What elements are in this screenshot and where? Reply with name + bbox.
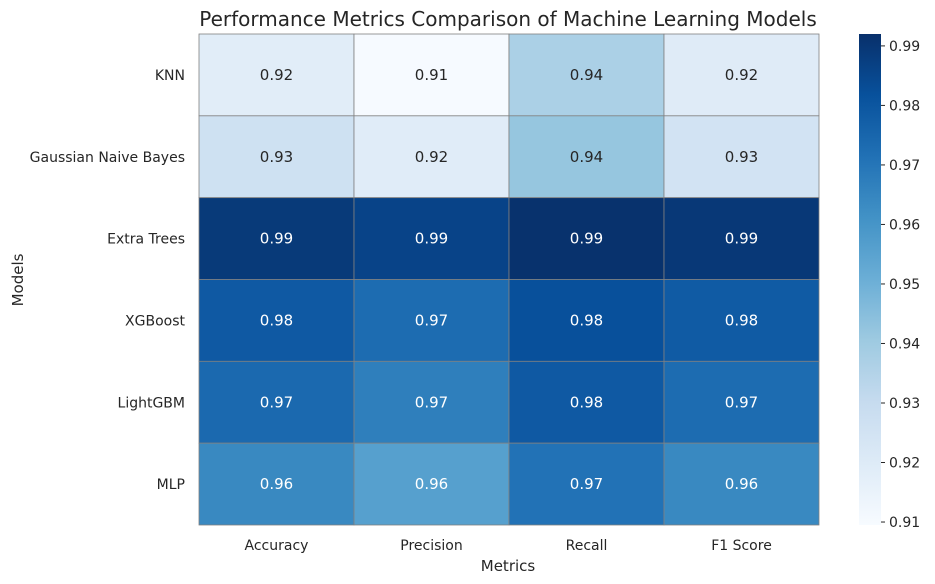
cell-value-label: 0.97 [725, 393, 758, 411]
y-tick-label: MLP [157, 477, 185, 493]
heatmap-cell [663, 33, 820, 117]
cell-value-label: 0.93 [725, 148, 758, 166]
cell-value-label: 0.99 [260, 230, 293, 248]
heatmap-cell [198, 33, 355, 117]
heatmap-cell [353, 33, 510, 117]
x-tick-label: Accuracy [245, 538, 309, 554]
cell-value-label: 0.97 [570, 475, 603, 493]
colorbar-tick-label: 0.91 [889, 515, 920, 531]
heatmap-cell [508, 360, 665, 444]
cell-value-label: 0.98 [260, 311, 293, 329]
cell-value-label: 0.98 [725, 311, 758, 329]
colorbar-tick-label: 0.93 [889, 396, 920, 412]
cell-value-label: 0.99 [725, 230, 758, 248]
heatmap-cell [353, 197, 510, 280]
y-axis-label: Models [9, 253, 27, 306]
cell-value-label: 0.97 [415, 393, 448, 411]
heatmap-cell [663, 115, 820, 199]
heatmap-cell [508, 33, 665, 117]
heatmap-cell [353, 279, 510, 362]
heatmap-cell [508, 442, 665, 526]
cell-value-label: 0.98 [570, 393, 603, 411]
y-tick-label: XGBoost [125, 313, 185, 329]
cell-value-label: 0.92 [725, 66, 758, 84]
heatmap-cell [353, 442, 510, 526]
colorbar-tick-label: 0.97 [889, 158, 920, 174]
colorbar [859, 34, 881, 525]
heatmap-cell [198, 115, 355, 199]
heatmap-cell [198, 279, 355, 362]
x-tick-label: Precision [400, 538, 462, 554]
y-tick-label: LightGBM [118, 395, 185, 411]
y-tick-label: Gaussian Naive Bayes [30, 150, 185, 166]
x-tick-label: Recall [566, 538, 608, 554]
heatmap-cell [353, 115, 510, 199]
cell-value-label: 0.94 [570, 148, 603, 166]
heatmap-cell [663, 279, 820, 362]
x-tick-labels: Accuracy Precision Recall F1 Score [245, 538, 772, 554]
cell-value-label: 0.96 [415, 475, 448, 493]
y-tick-label: Extra Trees [107, 232, 185, 248]
colorbar-tick-label: 0.99 [889, 39, 920, 55]
x-axis-label: Metrics [481, 557, 536, 575]
y-tick-label: KNN [155, 68, 185, 84]
cell-value-label: 0.96 [260, 475, 293, 493]
cell-value-label: 0.99 [415, 230, 448, 248]
cell-value-label: 0.92 [260, 66, 293, 84]
cell-value-label: 0.91 [415, 66, 448, 84]
colorbar-tick-label: 0.96 [889, 217, 920, 233]
x-tick-label: F1 Score [711, 538, 772, 554]
heatmap-cell [198, 442, 355, 526]
colorbar-tick-label: 0.92 [889, 456, 920, 472]
cell-value-label: 0.99 [570, 230, 603, 248]
cell-value-label: 0.97 [415, 311, 448, 329]
cell-value-label: 0.97 [260, 393, 293, 411]
heatmap-cell [663, 442, 820, 526]
colorbar-tick-label: 0.94 [889, 336, 920, 352]
cell-value-label: 0.96 [725, 475, 758, 493]
cell-value-label: 0.98 [570, 311, 603, 329]
heatmap-cell [198, 360, 355, 444]
cell-value-label: 0.93 [260, 148, 293, 166]
heatmap-cell [353, 360, 510, 444]
heatmap-cells: 0.92 0.91 0.94 0.92 0.93 0.92 0.94 0.93 0.99 0.99… [198, 33, 820, 526]
colorbar-tick-label: 0.95 [889, 277, 920, 293]
colorbar-ticks: 0.91 0.92 0.93 0.94 0.95 0.96 0.97 0.98 0.99 [881, 39, 920, 531]
heatmap-cell [508, 279, 665, 362]
y-tick-labels: KNN Gaussian Naive Bayes Extra Trees XGBoos… [30, 68, 186, 493]
cell-value-label: 0.94 [570, 66, 603, 84]
chart-title: Performance Metrics Comparison of Machin… [199, 7, 817, 31]
heatmap-cell [663, 197, 820, 280]
heatmap-cell [663, 360, 820, 444]
cell-value-label: 0.92 [415, 148, 448, 166]
colorbar-tick-label: 0.98 [889, 98, 920, 114]
